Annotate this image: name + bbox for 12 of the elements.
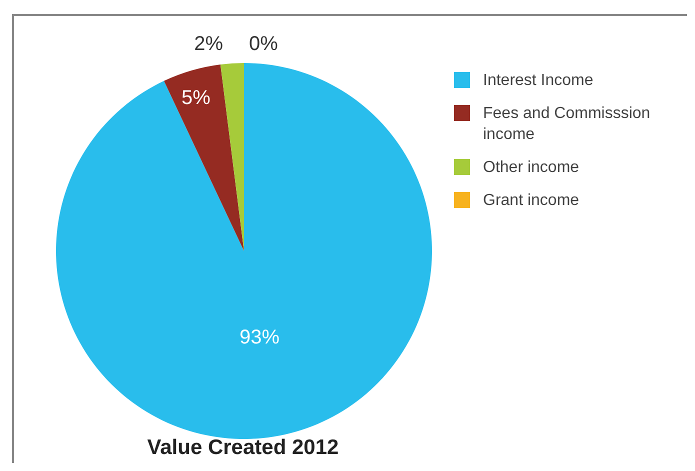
data-label: 93% [239,326,280,349]
legend-label: Interest Income [483,71,594,91]
pie-slice [164,64,244,251]
legend-label: Fees and Commisssion income [483,104,652,145]
text: 0% [249,33,278,55]
pie-slice [56,63,432,439]
pie-slice [220,63,244,251]
data-label: 5% [182,86,211,109]
data-label: 2% [194,33,224,55]
legend-label: Other income [483,158,580,178]
legend-label: Grant income [483,191,580,211]
text: Value Created 2012 [146,436,340,460]
